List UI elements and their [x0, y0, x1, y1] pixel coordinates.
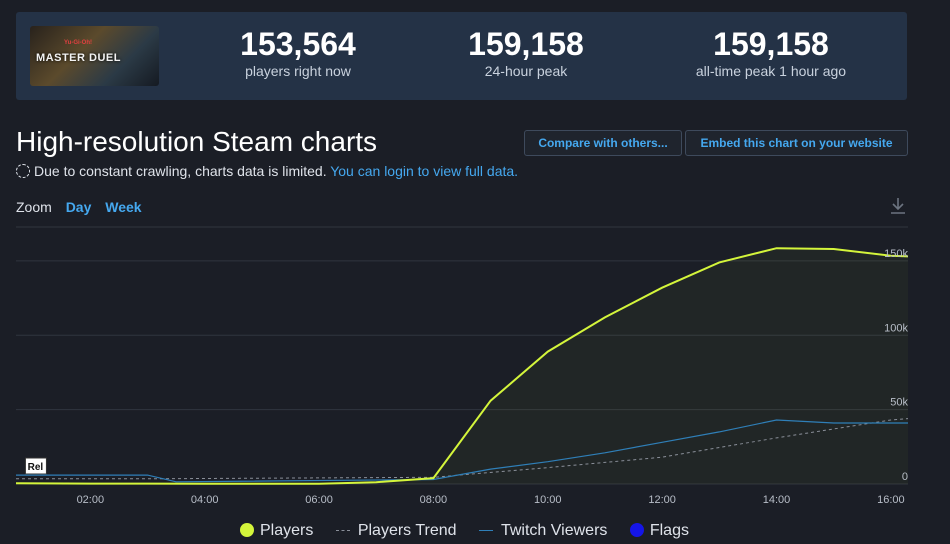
players-area: [16, 248, 908, 484]
legend-players-trend[interactable]: Players Trend: [335, 522, 457, 540]
stat-all-time-peak: 159,158 all-time peak 1 hour ago: [671, 26, 871, 79]
legend-trend-marker: [335, 530, 350, 531]
x-tick-label: 12:00: [648, 494, 676, 506]
y-tick-label: 100k: [884, 322, 908, 334]
thumb-subtitle: Yu-Gi-Oh!: [64, 40, 92, 46]
stats-panel: Yu-Gi-Oh! MASTER DUEL 153,564 players ri…: [16, 12, 907, 100]
legend-label: Players: [260, 522, 314, 539]
notice-text: Due to constant crawling, charts data is…: [34, 163, 327, 179]
login-link[interactable]: You can login to view full data.: [330, 163, 519, 179]
legend-label: Players Trend: [357, 522, 457, 539]
stat-players-now: 153,564 players right now: [198, 26, 398, 79]
x-tick-label: 06:00: [305, 494, 333, 506]
stat-label: all-time peak 1 hour ago: [695, 63, 847, 79]
x-tick-label: 14:00: [763, 494, 791, 506]
legend-twitch-viewers[interactable]: Twitch Viewers: [478, 522, 608, 540]
x-tick-label: 02:00: [77, 494, 105, 506]
thumb-title: MASTER DUEL: [36, 52, 121, 64]
stat-value: 153,564: [240, 26, 356, 62]
legend-flags[interactable]: Flags: [629, 522, 689, 540]
twitch-viewers-line: [16, 419, 908, 483]
x-tick-label: 16:00: [877, 494, 905, 506]
embed-button[interactable]: Embed this chart on your website: [685, 130, 908, 156]
stat-24h-peak: 159,158 24-hour peak: [426, 26, 626, 79]
legend-label: Flags: [649, 522, 689, 539]
loading-icon: [16, 164, 30, 178]
legend-twitch-marker: [478, 530, 493, 531]
data-limit-notice: Due to constant crawling, charts data is…: [16, 163, 518, 179]
y-tick-label: 0: [902, 471, 908, 483]
game-thumbnail[interactable]: Yu-Gi-Oh! MASTER DUEL: [30, 26, 159, 86]
page-title: High-resolution Steam charts: [16, 126, 378, 157]
stat-label: players right now: [245, 63, 351, 79]
legend-label: Twitch Viewers: [500, 522, 608, 539]
legend-players[interactable]: Players: [240, 522, 313, 540]
stat-value: 159,158: [468, 26, 584, 62]
players-line: [15, 247, 909, 485]
chart-legend: Players Players Trend Twitch Viewers Fla…: [240, 522, 707, 540]
x-tick-label: 10:00: [534, 494, 562, 506]
y-tick-label: 150k: [884, 248, 908, 260]
compare-button[interactable]: Compare with others...: [524, 130, 682, 156]
x-tick-label: 08:00: [420, 494, 448, 506]
y-tick-label: 50k: [890, 397, 908, 409]
download-icon[interactable]: [888, 196, 908, 216]
x-tick-label: 04:00: [191, 494, 219, 506]
legend-flags-marker: [629, 523, 644, 537]
zoom-controls: Zoom Day Week: [16, 199, 142, 215]
zoom-day-button[interactable]: Day: [65, 199, 92, 215]
stat-value: 159,158: [713, 26, 829, 62]
release-flag: [24, 457, 47, 475]
zoom-week-button[interactable]: Week: [105, 199, 142, 215]
zoom-label: Zoom: [16, 199, 52, 215]
player-chart[interactable]: 02:00 04:00 06:00 08:00 10:00 12:00 14:00 16:00…: [0, 226, 950, 521]
release-flag-label: Rel: [28, 462, 44, 473]
legend-players-marker: [240, 523, 254, 537]
stat-label: 24-hour peak: [484, 63, 568, 79]
